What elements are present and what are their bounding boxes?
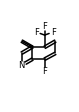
Text: N: N [19, 61, 25, 70]
Text: F: F [34, 28, 38, 37]
Text: F: F [42, 22, 47, 31]
Text: F: F [51, 28, 56, 37]
Text: F: F [42, 67, 47, 76]
